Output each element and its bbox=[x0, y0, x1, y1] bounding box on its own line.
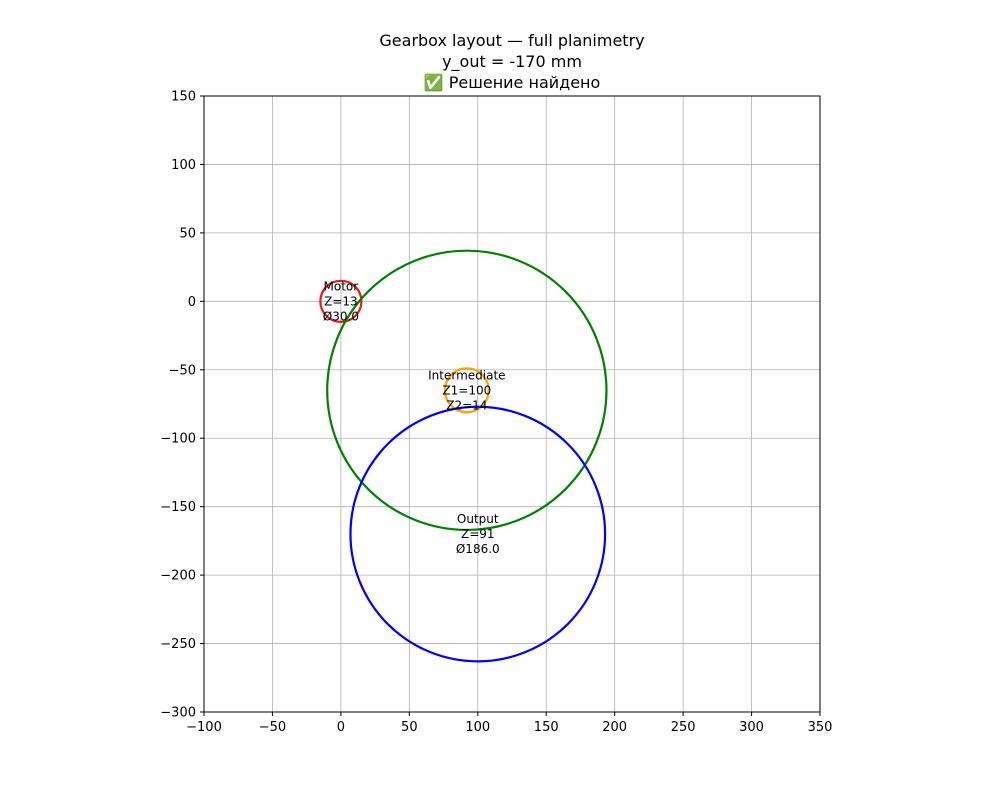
chart-title-line-1: Gearbox layout — full planimetry bbox=[379, 31, 644, 50]
x-tick-label: 200 bbox=[602, 720, 627, 735]
x-tick-label: 250 bbox=[671, 720, 696, 735]
intermediate-gear-label-line-1: Intermediate bbox=[428, 368, 505, 382]
output-gear-label-line-1: Output bbox=[457, 512, 499, 526]
gear-circles bbox=[319, 249, 608, 663]
x-tick-label: −50 bbox=[259, 720, 286, 735]
x-tick-label: 350 bbox=[808, 720, 833, 735]
y-tick-label: 50 bbox=[179, 226, 196, 241]
y-tick-label: 100 bbox=[171, 158, 196, 173]
intermediate-gear-label-line-3: Z2=14 bbox=[446, 398, 487, 412]
plot-frame bbox=[203, 95, 821, 713]
y-tick-label: −100 bbox=[160, 432, 196, 447]
grid-lines bbox=[203, 95, 821, 713]
y-tick-label: 0 bbox=[188, 295, 196, 310]
y-tick-label: −150 bbox=[160, 500, 196, 515]
x-tick-label: 0 bbox=[337, 720, 345, 735]
motor-gear-label-line-2: Z=13 bbox=[324, 294, 358, 308]
y-tick-label: −300 bbox=[160, 706, 196, 721]
motor-gear-circle bbox=[319, 279, 363, 323]
x-tick-label: 150 bbox=[534, 720, 559, 735]
y-tick-label: −50 bbox=[169, 363, 196, 378]
x-tick-label: 100 bbox=[465, 720, 490, 735]
chart-title: Gearbox layout — full planimetry y_out =… bbox=[379, 31, 644, 92]
y-tick-label: 150 bbox=[171, 90, 196, 105]
intermediate-gear-label-line-2: Z1=100 bbox=[442, 383, 491, 397]
y-tick-label: −200 bbox=[160, 569, 196, 584]
intermediate-small-gear-circle bbox=[443, 367, 490, 414]
output-gear-circle bbox=[349, 405, 607, 663]
x-tick-label: 50 bbox=[401, 720, 418, 735]
y-tick-label: −250 bbox=[160, 637, 196, 652]
x-tick-label: 300 bbox=[739, 720, 764, 735]
intermediate-large-gear-circle bbox=[326, 249, 608, 532]
axis-ticks: −100 −50 0 50 100 150 200 250 300 350 −300 −250 −200… bbox=[160, 90, 832, 736]
output-gear-label-line-2: Z=91 bbox=[461, 527, 495, 541]
x-tick-label: −100 bbox=[186, 720, 222, 735]
output-gear-label-line-3: Ø186.0 bbox=[456, 542, 500, 556]
chart-title-line-2: y_out = -170 mm bbox=[442, 52, 582, 72]
chart-title-line-3: ✅ Решение найдено bbox=[424, 73, 601, 92]
motor-gear-label-line-3: Ø30.0 bbox=[323, 309, 359, 323]
motor-gear-label-line-1: Motor bbox=[324, 279, 359, 293]
